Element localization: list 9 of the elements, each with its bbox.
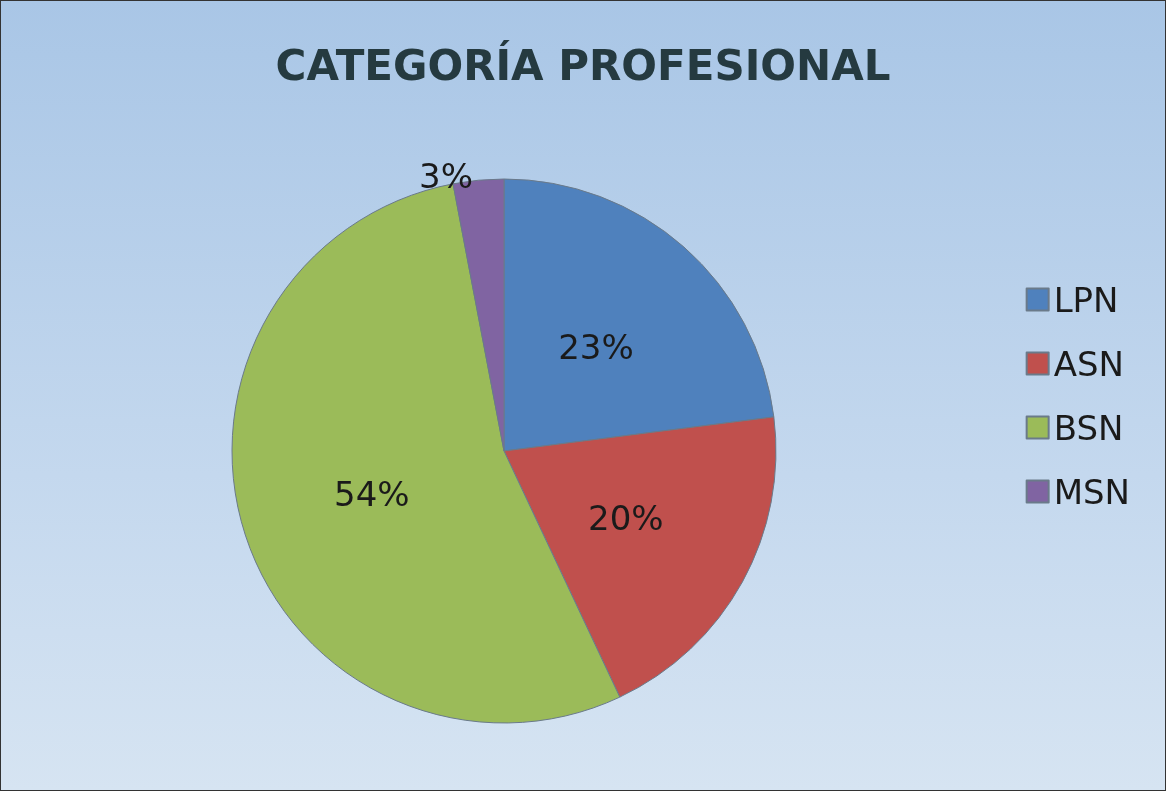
data-label: 54%: [334, 473, 410, 514]
legend-label: LPN: [1053, 279, 1119, 320]
chart-title: CATEGORÍA PROFESIONAL: [275, 39, 891, 90]
data-label: 23%: [558, 326, 634, 367]
legend-label: ASN: [1053, 343, 1124, 384]
legend-label: MSN: [1053, 471, 1131, 512]
data-label: 20%: [588, 497, 664, 538]
data-label: 3%: [419, 156, 474, 197]
legend-label: BSN: [1053, 407, 1124, 448]
